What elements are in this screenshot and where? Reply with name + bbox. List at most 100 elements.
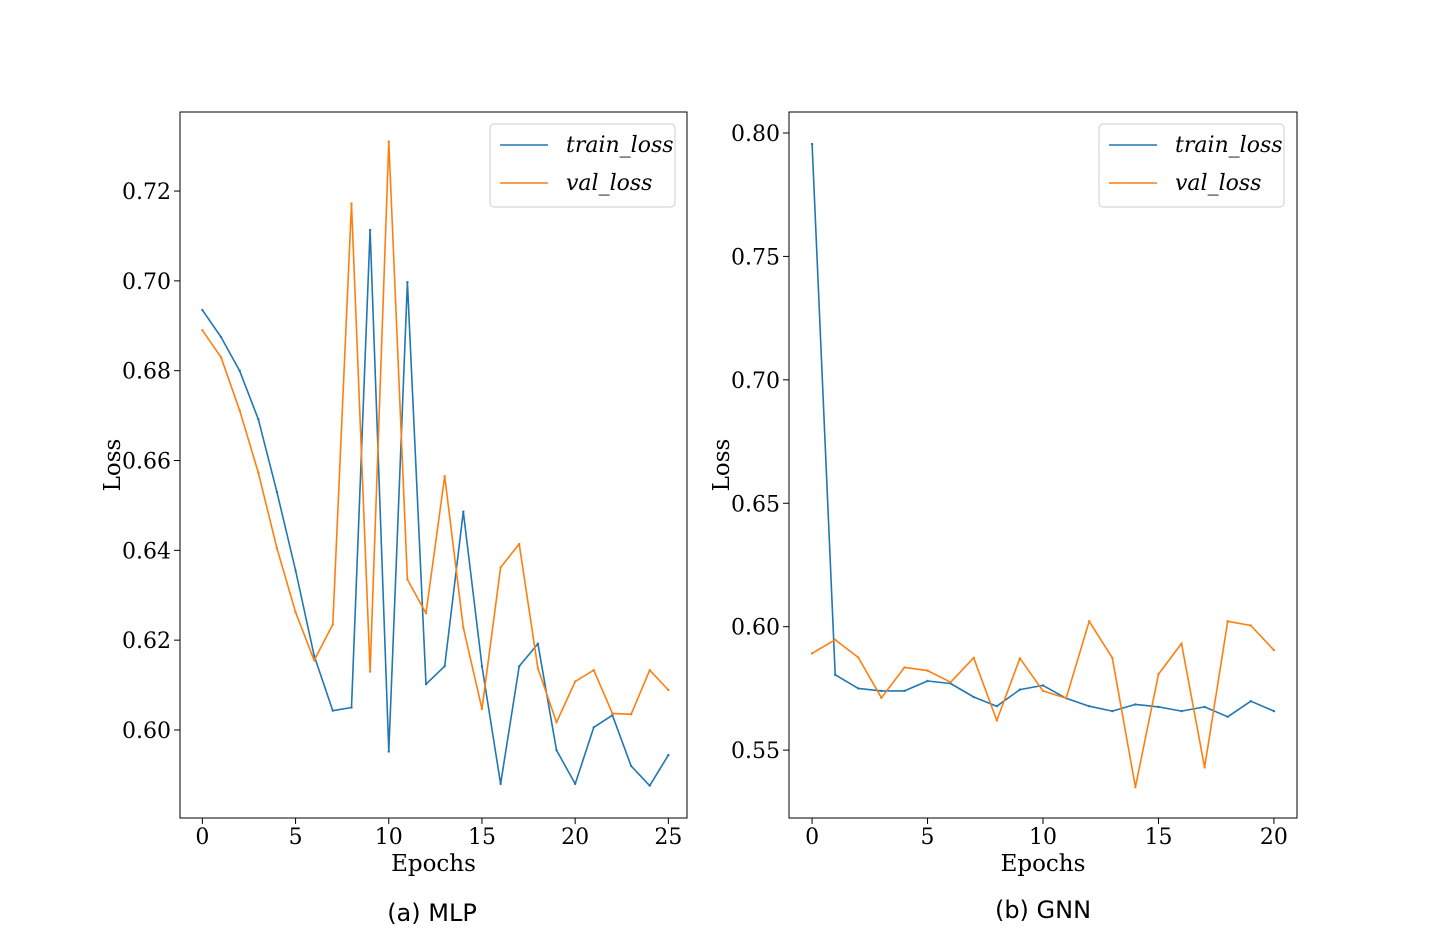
legend-label: train_loss [1175, 133, 1283, 158]
data-point-val-loss [219, 356, 223, 359]
data-point-train-loss [387, 750, 390, 753]
data-point-train-loss [1111, 709, 1114, 713]
data-point-train-loss [629, 764, 633, 768]
data-point-val-loss [857, 656, 860, 659]
data-point-train-loss [1272, 709, 1276, 713]
data-point-val-loss [350, 202, 353, 205]
data-point-train-loss [406, 281, 409, 284]
data-point-train-loss [219, 335, 223, 339]
data-point-train-loss [480, 665, 484, 668]
x-tick-label: 20 [561, 825, 589, 850]
x-tick-label: 15 [1144, 825, 1172, 850]
data-point-val-loss [926, 669, 929, 672]
data-point-val-loss [313, 659, 316, 662]
data-point-val-loss [833, 638, 837, 641]
data-point-train-loss [462, 510, 465, 513]
data-point-val-loss [1272, 648, 1276, 652]
data-point-val-loss [949, 681, 952, 684]
plot-frame-gnn [788, 111, 1298, 819]
data-point-train-loss [499, 782, 502, 786]
data-point-val-loss [499, 566, 502, 569]
data-point-train-loss [313, 654, 316, 658]
data-point-train-loss [903, 689, 906, 693]
data-point-val-loss [1180, 642, 1183, 645]
data-point-val-loss [1134, 785, 1137, 789]
data-point-train-loss [1226, 715, 1229, 718]
data-point-train-loss [995, 704, 999, 708]
data-point-val-loss [294, 611, 297, 614]
x-tick-label: 5 [289, 825, 303, 850]
data-point-val-loss [480, 707, 484, 711]
y-tick-label: 0.60 [122, 719, 171, 744]
y-tick-label: 0.64 [122, 539, 171, 564]
data-point-val-loss [368, 670, 372, 673]
y-tick-label: 0.55 [731, 739, 780, 764]
data-point-train-loss [238, 369, 241, 372]
data-point-train-loss [368, 228, 372, 232]
data-point-train-loss [972, 695, 975, 699]
data-point-val-loss [880, 696, 883, 699]
legend-label: train_loss [566, 133, 674, 158]
data-point-train-loss [926, 679, 929, 683]
data-point-train-loss [443, 665, 446, 668]
y-tick-label: 0.70 [122, 270, 171, 295]
data-point-val-loss [238, 409, 241, 412]
data-point-val-loss [518, 542, 521, 546]
data-point-val-loss [592, 669, 596, 672]
data-point-train-loss [1157, 705, 1160, 709]
x-tick-label: 10 [1029, 825, 1057, 850]
data-point-val-loss [387, 140, 390, 143]
caption-mlp: (a) MLP [387, 899, 477, 927]
y-tick-label: 0.60 [731, 616, 780, 641]
data-point-val-loss [536, 667, 540, 670]
data-point-train-loss [880, 689, 883, 693]
x-tick-label: 5 [921, 825, 935, 850]
data-point-train-loss [294, 569, 297, 572]
data-point-train-loss [350, 706, 353, 709]
data-point-train-loss [275, 490, 279, 494]
data-point-val-loss [903, 666, 906, 669]
legend-label: val_loss [566, 171, 652, 196]
x-tick-label: 0 [195, 825, 209, 850]
series-line-val-loss [811, 620, 1275, 788]
x-tick-label: 0 [805, 825, 819, 850]
data-point-train-loss [592, 726, 596, 729]
y-tick-label: 0.68 [122, 360, 171, 385]
data-point-val-loss [1157, 672, 1160, 676]
data-point-val-loss [611, 712, 614, 715]
data-point-val-loss [1087, 620, 1091, 623]
data-point-val-loss [1226, 620, 1229, 623]
data-point-train-loss [257, 417, 260, 421]
data-point-val-loss [275, 546, 279, 550]
data-point-train-loss [833, 673, 837, 677]
caption-gnn: (b) GNN [995, 896, 1091, 924]
data-point-val-loss [406, 578, 409, 581]
data-point-val-loss [201, 329, 204, 332]
data-point-train-loss [555, 748, 558, 752]
y-tick-label: 0.72 [122, 180, 171, 205]
data-point-val-loss [1203, 766, 1206, 769]
data-point-val-loss [667, 688, 670, 692]
y-tick-label: 0.66 [122, 450, 171, 475]
y-tick-label: 0.65 [731, 492, 780, 517]
data-point-val-loss [1111, 656, 1114, 659]
data-point-val-loss [331, 623, 335, 626]
data-point-train-loss [611, 713, 614, 717]
x-tick-label: 25 [654, 825, 682, 850]
series-line-train-loss [201, 229, 670, 787]
x-axis-label: Epochs [1001, 851, 1086, 877]
subplot-gnn: 0 5 10 15 20 0.55 0.60 0.65 0.70 0.75 0.80 Epochs Lo… [709, 111, 1298, 877]
series-line-train-loss [811, 144, 1275, 718]
data-point-train-loss [1041, 684, 1045, 687]
y-tick-label: 0.80 [731, 122, 780, 147]
data-point-train-loss [201, 308, 204, 312]
data-point-train-loss [648, 784, 651, 787]
y-axis-label: Loss [709, 439, 735, 492]
data-point-val-loss [462, 626, 465, 629]
data-point-train-loss [518, 665, 521, 668]
data-point-train-loss [667, 753, 670, 757]
data-point-train-loss [1180, 709, 1183, 713]
x-axis-label: Epochs [391, 851, 476, 877]
data-point-val-loss [972, 656, 975, 659]
